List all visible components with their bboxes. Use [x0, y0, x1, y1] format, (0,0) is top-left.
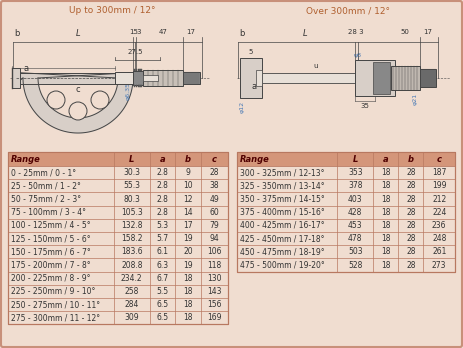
- Text: 528: 528: [348, 261, 363, 269]
- Text: 60: 60: [209, 208, 219, 217]
- Text: a: a: [160, 155, 165, 164]
- Text: 6.5: 6.5: [156, 313, 169, 322]
- Text: b: b: [239, 29, 244, 38]
- Text: 199: 199: [432, 181, 446, 190]
- Text: 10: 10: [183, 181, 193, 190]
- Text: 18: 18: [183, 274, 193, 283]
- Bar: [138, 69, 139, 71]
- Bar: [134, 85, 135, 87]
- Bar: [141, 85, 143, 87]
- Text: 261: 261: [432, 247, 446, 256]
- Text: 125 - 150mm / 5 - 6°: 125 - 150mm / 5 - 6°: [11, 234, 91, 243]
- Circle shape: [69, 102, 87, 120]
- Text: 18: 18: [183, 287, 193, 296]
- Text: 150 - 175mm / 6 - 7°: 150 - 175mm / 6 - 7°: [11, 247, 91, 256]
- Bar: [8, 152, 228, 166]
- Text: L: L: [353, 155, 358, 164]
- Bar: [237, 152, 455, 271]
- Text: 27.5: 27.5: [127, 49, 143, 55]
- Text: c: c: [75, 86, 80, 95]
- Text: 325 - 350mm / 13-14°: 325 - 350mm / 13-14°: [240, 181, 325, 190]
- Text: 9: 9: [185, 168, 190, 177]
- Text: 5: 5: [249, 49, 253, 55]
- Text: 35: 35: [361, 103, 369, 109]
- Text: 6.1: 6.1: [156, 247, 169, 256]
- Bar: [138, 85, 139, 87]
- Text: 19: 19: [183, 234, 193, 243]
- Text: 18: 18: [183, 300, 193, 309]
- Text: 275 - 300mm / 11 - 12°: 275 - 300mm / 11 - 12°: [11, 313, 100, 322]
- Circle shape: [91, 91, 109, 109]
- Text: 175 - 200mm / 7 - 8°: 175 - 200mm / 7 - 8°: [11, 261, 91, 269]
- Bar: [183, 72, 200, 84]
- Text: 428: 428: [348, 208, 363, 217]
- Text: b: b: [185, 155, 191, 164]
- Text: 17: 17: [187, 29, 195, 35]
- Text: 2.8: 2.8: [156, 181, 169, 190]
- Bar: [115, 72, 150, 84]
- Text: 28 3: 28 3: [348, 29, 364, 35]
- Bar: [136, 85, 137, 87]
- Text: 5.5: 5.5: [156, 287, 169, 296]
- Text: 158.2: 158.2: [121, 234, 143, 243]
- Text: a: a: [383, 155, 388, 164]
- Text: 200 - 225mm / 8 - 9°: 200 - 225mm / 8 - 9°: [11, 274, 90, 283]
- Text: 132.8: 132.8: [121, 221, 143, 230]
- Bar: [141, 69, 143, 71]
- Bar: [373, 62, 390, 94]
- Text: 25 - 50mm / 1 - 2°: 25 - 50mm / 1 - 2°: [11, 181, 81, 190]
- Text: 375 - 400mm / 15-16°: 375 - 400mm / 15-16°: [240, 208, 325, 217]
- Text: 105.3: 105.3: [121, 208, 143, 217]
- Text: 478: 478: [348, 234, 363, 243]
- Text: 28: 28: [406, 208, 416, 217]
- Bar: [143, 75, 158, 81]
- Text: 258: 258: [125, 287, 139, 296]
- Text: 18: 18: [381, 168, 390, 177]
- Text: φ12: φ12: [239, 101, 244, 113]
- Text: 28: 28: [406, 261, 416, 269]
- Bar: [136, 69, 137, 71]
- Text: 106: 106: [207, 247, 221, 256]
- Text: 143: 143: [207, 287, 221, 296]
- Bar: [12, 68, 20, 88]
- Text: 350 - 375mm / 14-15°: 350 - 375mm / 14-15°: [240, 195, 325, 204]
- Bar: [240, 58, 262, 98]
- Text: 20: 20: [183, 247, 193, 256]
- Text: 6.7: 6.7: [156, 274, 169, 283]
- Bar: [256, 70, 262, 86]
- Text: 224: 224: [432, 208, 446, 217]
- Bar: [355, 60, 395, 96]
- Text: 450 - 475mm / 18-19°: 450 - 475mm / 18-19°: [240, 247, 325, 256]
- Text: 28: 28: [406, 234, 416, 243]
- Bar: [134, 69, 135, 71]
- Bar: [133, 71, 143, 85]
- Text: a: a: [24, 64, 29, 73]
- Text: 18: 18: [381, 195, 390, 204]
- Text: 79: 79: [209, 221, 219, 230]
- Text: 19: 19: [183, 261, 193, 269]
- Text: 273: 273: [432, 261, 446, 269]
- Bar: [143, 70, 183, 86]
- Text: 300 - 325mm / 12-13°: 300 - 325mm / 12-13°: [240, 168, 325, 177]
- Text: 55.3: 55.3: [123, 181, 140, 190]
- Text: 17: 17: [424, 29, 432, 35]
- Text: φ21: φ21: [413, 93, 418, 105]
- Text: 100 - 125mm / 4 - 5°: 100 - 125mm / 4 - 5°: [11, 221, 91, 230]
- Text: Over 300mm / 12°: Over 300mm / 12°: [306, 6, 390, 15]
- Text: 400 - 425mm / 16-17°: 400 - 425mm / 16-17°: [240, 221, 325, 230]
- Text: 234.2: 234.2: [121, 274, 143, 283]
- Text: 94: 94: [209, 234, 219, 243]
- Text: 183.6: 183.6: [121, 247, 143, 256]
- Text: 187: 187: [432, 168, 446, 177]
- Text: 28: 28: [406, 181, 416, 190]
- Text: L: L: [75, 29, 80, 38]
- Text: c: c: [437, 155, 442, 164]
- Text: 28: 28: [406, 221, 416, 230]
- Bar: [391, 66, 420, 90]
- Text: ψ8: ψ8: [354, 53, 362, 58]
- Text: 18: 18: [381, 261, 390, 269]
- Text: 208.8: 208.8: [121, 261, 143, 269]
- Text: 28: 28: [406, 195, 416, 204]
- Text: 309: 309: [125, 313, 139, 322]
